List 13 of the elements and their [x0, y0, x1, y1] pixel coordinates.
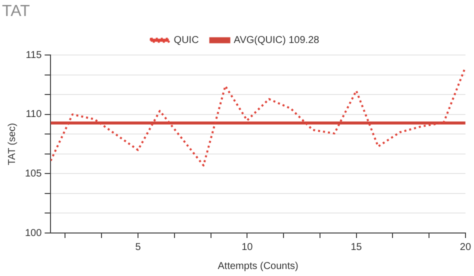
- x-tick-label: 20: [460, 242, 472, 253]
- legend-label: AVG(QUIC) 109.28: [234, 34, 320, 46]
- y-tick-label: 110: [26, 109, 42, 120]
- chart-title: TAT: [2, 3, 30, 20]
- y-axis-title: TAT (sec): [6, 122, 18, 166]
- y-tick-label: 105: [24, 168, 42, 180]
- x-tick-label: 10: [242, 242, 254, 253]
- x-tick-label: 15: [350, 242, 362, 253]
- y-tick-label: 100: [24, 228, 42, 239]
- y-tick-label: 115: [26, 50, 42, 61]
- x-tick-label: 5: [135, 242, 142, 253]
- x-axis-title: Attempts (Counts): [218, 260, 298, 272]
- legend-label: QUIC: [174, 34, 199, 46]
